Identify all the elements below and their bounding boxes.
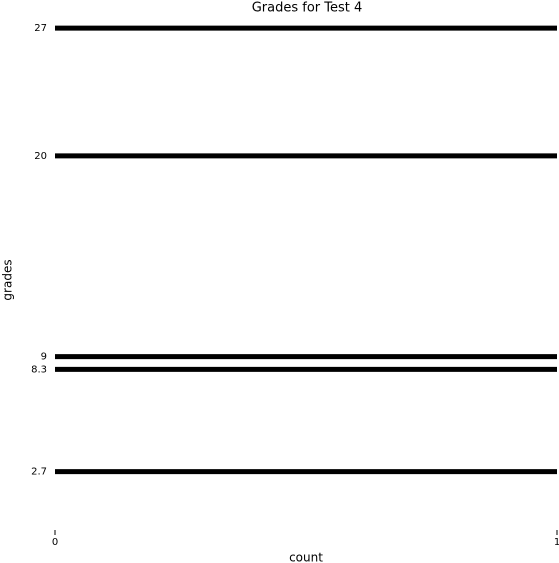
x-axis-label: count xyxy=(289,551,323,563)
y-tick-label: 9 xyxy=(41,352,47,363)
y-tick-label: 27 xyxy=(34,23,47,34)
y-tick-label: 20 xyxy=(34,151,47,162)
x-tick-label: 1 xyxy=(554,537,559,548)
y-tick-label: 8.3 xyxy=(31,364,47,375)
y-axis-label: grades xyxy=(1,259,15,300)
x-tick-label: 0 xyxy=(52,537,58,548)
y-tick-label: 2.7 xyxy=(31,467,47,478)
chart-title: Grades for Test 4 xyxy=(252,1,363,16)
